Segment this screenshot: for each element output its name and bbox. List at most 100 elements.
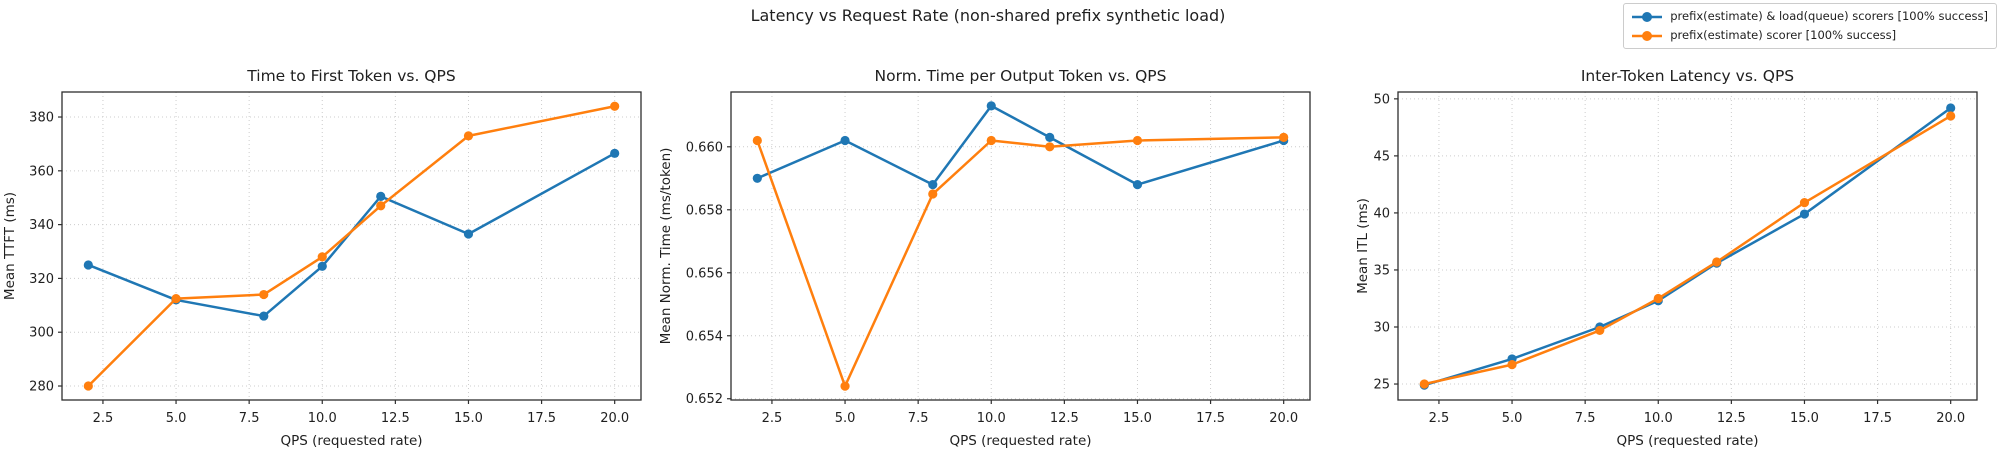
subplot-1: 2.5 5.0 7.5 10.0 12.5 15.0 17.5 20.0 280 300 320 34… — [0, 0, 660, 458]
circle-icon — [1632, 30, 1663, 41]
y-axis-label: Mean Norm. Time (ms/token) — [660, 148, 674, 345]
chart-svg: 2.5 5.0 7.5 10.0 12.5 15.0 17.5 20.0 0.652 0.654 0… — [660, 67, 1311, 449]
data-point-marker — [840, 381, 850, 391]
y-tick-label: 0.654 — [686, 329, 723, 344]
data-point-marker — [1946, 103, 1956, 113]
x-tick-label: 7.5 — [908, 411, 929, 426]
circle-icon — [1632, 11, 1663, 22]
x-tick-label: 12.5 — [381, 411, 410, 426]
y-tick-label: 0.660 — [686, 140, 723, 155]
x-tick-label: 2.5 — [1429, 411, 1450, 426]
legend-item-label: prefix(estimate) scorer [100% success] — [1670, 27, 1897, 42]
y-tick-label: 30 — [1373, 320, 1390, 335]
data-point-marker — [752, 135, 762, 146]
series-line-orange — [756, 136, 1285, 388]
subplot-title: Norm. Time per Output Token vs. QPS — [875, 67, 1167, 85]
legend: prefix(estimate) & load(queue) scorers [… — [1623, 3, 1997, 49]
x-tick-label: 20.0 — [600, 411, 629, 426]
subplot-2: 2.5 5.0 7.5 10.0 12.5 15.0 17.5 20.0 0.652 0.654 0… — [660, 0, 1355, 458]
data-point-marker — [1799, 209, 1810, 219]
x-tick-label: 5.0 — [1502, 411, 1523, 426]
y-tick-label: 0.658 — [686, 203, 723, 218]
series-line-blue — [1423, 106, 1952, 387]
data-point-marker — [840, 135, 850, 146]
data-point-marker — [986, 135, 996, 146]
data-point-marker — [1507, 360, 1517, 370]
x-tick-label: 17.5 — [527, 411, 556, 426]
y-tick-label: 40 — [1373, 206, 1390, 221]
plot-border — [1397, 91, 1978, 401]
data-point-marker — [1419, 379, 1429, 389]
x-tick-label: 17.5 — [1863, 411, 1892, 426]
data-point-marker — [317, 252, 327, 262]
x-tick-label: 2.5 — [93, 411, 114, 426]
y-tick-label: 50 — [1373, 92, 1390, 107]
data-point-marker — [259, 289, 269, 300]
chart-svg: 2.5 5.0 7.5 10.0 12.5 15.0 17.5 20.0 280 300 320 34… — [2, 67, 642, 449]
subplot-title: Inter-Token Latency vs. QPS — [1581, 67, 1794, 85]
data-point-marker — [83, 260, 93, 270]
x-tick-label: 7.5 — [239, 411, 260, 426]
data-point-marker — [463, 131, 474, 141]
y-tick-label: 45 — [1373, 149, 1390, 164]
data-point-marker — [610, 148, 620, 158]
data-point-marker — [1595, 325, 1605, 336]
y-tick-label: 320 — [29, 272, 54, 287]
y-tick-label: 0.652 — [686, 392, 723, 407]
series-line-blue — [756, 104, 1285, 186]
y-tick-label: 35 — [1373, 263, 1390, 278]
data-point-marker — [752, 173, 762, 183]
data-point-marker — [1045, 132, 1055, 142]
data-point-marker — [610, 101, 620, 111]
x-tick-label: 15.0 — [454, 411, 483, 426]
y-tick-label: 300 — [29, 326, 54, 341]
y-tick-label: 25 — [1373, 378, 1390, 393]
legend-item-label: prefix(estimate) & load(queue) scorers [… — [1670, 8, 1988, 23]
data-point-marker — [1279, 132, 1289, 142]
x-tick-label: 17.5 — [1196, 411, 1225, 426]
y-axis-label: Mean ITL (ms) — [1355, 198, 1371, 294]
data-point-marker — [376, 191, 386, 201]
x-tick-label: 10.0 — [977, 411, 1006, 426]
plot-border — [730, 91, 1311, 401]
y-tick-label: 380 — [29, 111, 54, 126]
data-point-marker — [83, 381, 93, 391]
data-point-marker — [317, 261, 327, 271]
subplot-3: 2.5 5.0 7.5 10.0 12.5 15.0 17.5 20.0 25 30 35 40 45 5… — [1355, 0, 1999, 458]
data-point-marker — [1132, 135, 1143, 146]
x-tick-label: 15.0 — [1123, 411, 1152, 426]
data-point-marker — [259, 311, 269, 321]
x-tick-label: 15.0 — [1790, 411, 1819, 426]
x-tick-label: 12.5 — [1050, 411, 1079, 426]
x-tick-label: 10.0 — [1644, 411, 1673, 426]
series-line-blue — [87, 152, 616, 318]
x-tick-label: 5.0 — [835, 411, 856, 426]
x-tick-label: 5.0 — [166, 411, 187, 426]
subplot-title: Time to First Token vs. QPS — [246, 67, 455, 85]
x-tick-label: 20.0 — [1936, 411, 1965, 426]
x-axis-label: QPS (requested rate) — [1616, 433, 1758, 449]
data-point-marker — [463, 229, 474, 239]
data-point-marker — [1946, 111, 1956, 121]
data-point-marker — [376, 201, 386, 211]
y-tick-label: 0.656 — [686, 266, 723, 281]
plot-border — [61, 91, 642, 401]
data-point-marker — [1653, 293, 1663, 304]
y-axis-label: Mean TTFT (ms) — [2, 192, 18, 300]
data-point-marker — [1132, 179, 1143, 190]
y-tick-label: 340 — [29, 218, 54, 233]
y-tick-label: 280 — [29, 380, 54, 395]
legend-item: prefix(estimate) scorer [100% success] — [1630, 26, 1988, 45]
data-point-marker — [928, 179, 938, 190]
data-point-marker — [986, 101, 996, 111]
x-tick-label: 10.0 — [308, 411, 337, 426]
x-tick-label: 7.5 — [1575, 411, 1596, 426]
data-point-marker — [1799, 198, 1810, 208]
data-point-marker — [171, 293, 181, 304]
figure-title: Latency vs Request Rate (non-shared pref… — [750, 6, 1226, 25]
x-tick-label: 20.0 — [1269, 411, 1298, 426]
x-tick-label: 2.5 — [762, 411, 783, 426]
y-tick-label: 360 — [29, 164, 54, 179]
